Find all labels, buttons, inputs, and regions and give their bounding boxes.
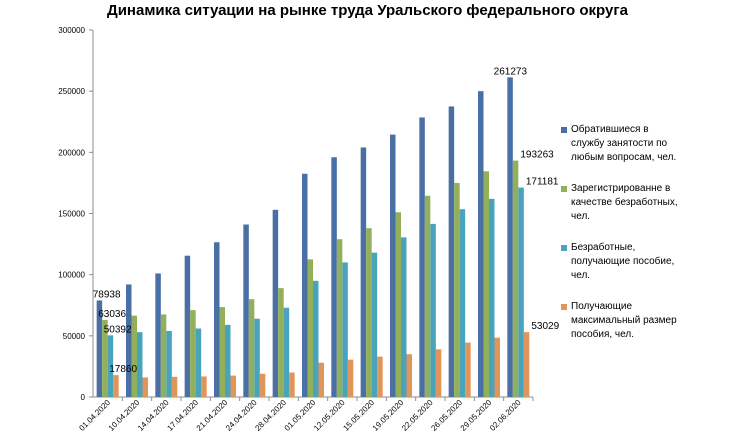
bar [406,354,412,397]
bar [272,209,279,397]
bar [395,212,401,397]
bar [377,356,383,397]
legend-label: Получающие [571,301,632,312]
bar [160,314,167,397]
legend-swatch [561,127,567,133]
bar [96,300,103,397]
bar [137,332,143,397]
bar [214,242,220,397]
y-tick-label: 50000 [63,332,86,341]
bar [171,376,178,397]
data-labels: 78938 63036 50392 17860 261273 193263 171181 53… [93,66,560,375]
legend-label: Зарегистрированне в [571,183,670,194]
legend-label: получающие пособие, [571,255,674,267]
bar [435,349,442,397]
bar [126,284,132,397]
bar [278,288,284,397]
legend-label: чел. [571,270,590,281]
bar [331,157,337,397]
bar [489,198,495,397]
bar [307,259,313,397]
data-label: 171181 [526,177,559,188]
bar [478,91,484,398]
bar [107,335,114,397]
bar [166,330,172,397]
bar [424,195,431,397]
bar [494,337,500,397]
bar [289,372,295,397]
legend-label: максимальный размер [571,315,677,326]
bar [302,173,308,397]
bar [195,328,202,397]
data-label: 261273 [494,66,528,77]
legend-label: пособия, чел. [571,328,634,340]
bar [225,324,231,397]
data-label: 63036 [98,309,126,320]
bar [248,299,255,397]
bar [254,318,260,397]
bar [219,307,225,397]
bar [518,187,524,397]
x-tick-label: 02.06.2020 [488,398,523,433]
bar [419,117,425,398]
data-label: 17860 [109,364,137,375]
bar [512,160,519,397]
bar [259,373,266,397]
bar [142,377,148,397]
bar [454,182,460,397]
bar [131,315,137,397]
bar [430,223,436,397]
bar [483,171,489,397]
bar [155,273,161,397]
legend-label: чел. [571,211,590,222]
bar [230,375,236,397]
y-tick-label: 300000 [58,26,85,35]
data-label: 193263 [520,150,554,161]
bar [390,134,396,397]
chart-legend: Обратившиеся в службу занятости по любым в… [561,123,678,340]
chart-bars [96,77,530,398]
bar [347,359,354,397]
bar [507,77,513,397]
legend-label: качестве безработных, [571,196,678,208]
legend-swatch [561,186,567,192]
bar [371,252,378,397]
legend-label: Безработные, [571,241,635,253]
bar [360,147,367,397]
data-label: 78938 [93,289,121,300]
bar [523,332,530,397]
y-tick-label: 200000 [58,148,85,157]
bar [318,362,324,397]
bar [465,342,471,397]
legend-label: любым вопросам, чел. [571,151,676,163]
legend-swatch [561,245,567,251]
y-tick-label: 100000 [58,271,85,280]
bar [184,255,191,397]
bar [113,375,119,397]
chart-title: Динамика ситуации на рынке труда Уральск… [107,2,628,19]
bar [102,319,108,397]
bar [448,106,455,397]
data-label: 50392 [104,324,132,335]
bar [401,237,407,397]
bar [459,209,466,397]
y-tick-label: 250000 [58,87,85,96]
data-label: 53029 [531,321,559,332]
bar [313,280,319,397]
legend-label: службу занятости по [571,137,668,149]
bar [190,310,196,397]
legend-swatch [561,304,567,310]
bar [243,224,249,397]
bar [336,239,343,397]
bar [283,307,290,397]
y-tick-label: 0 [81,393,86,402]
bar [342,262,348,397]
y-tick-label: 150000 [58,210,85,219]
bar [366,228,372,397]
legend-label: Обратившиеся в [571,123,649,135]
bar [201,376,207,397]
